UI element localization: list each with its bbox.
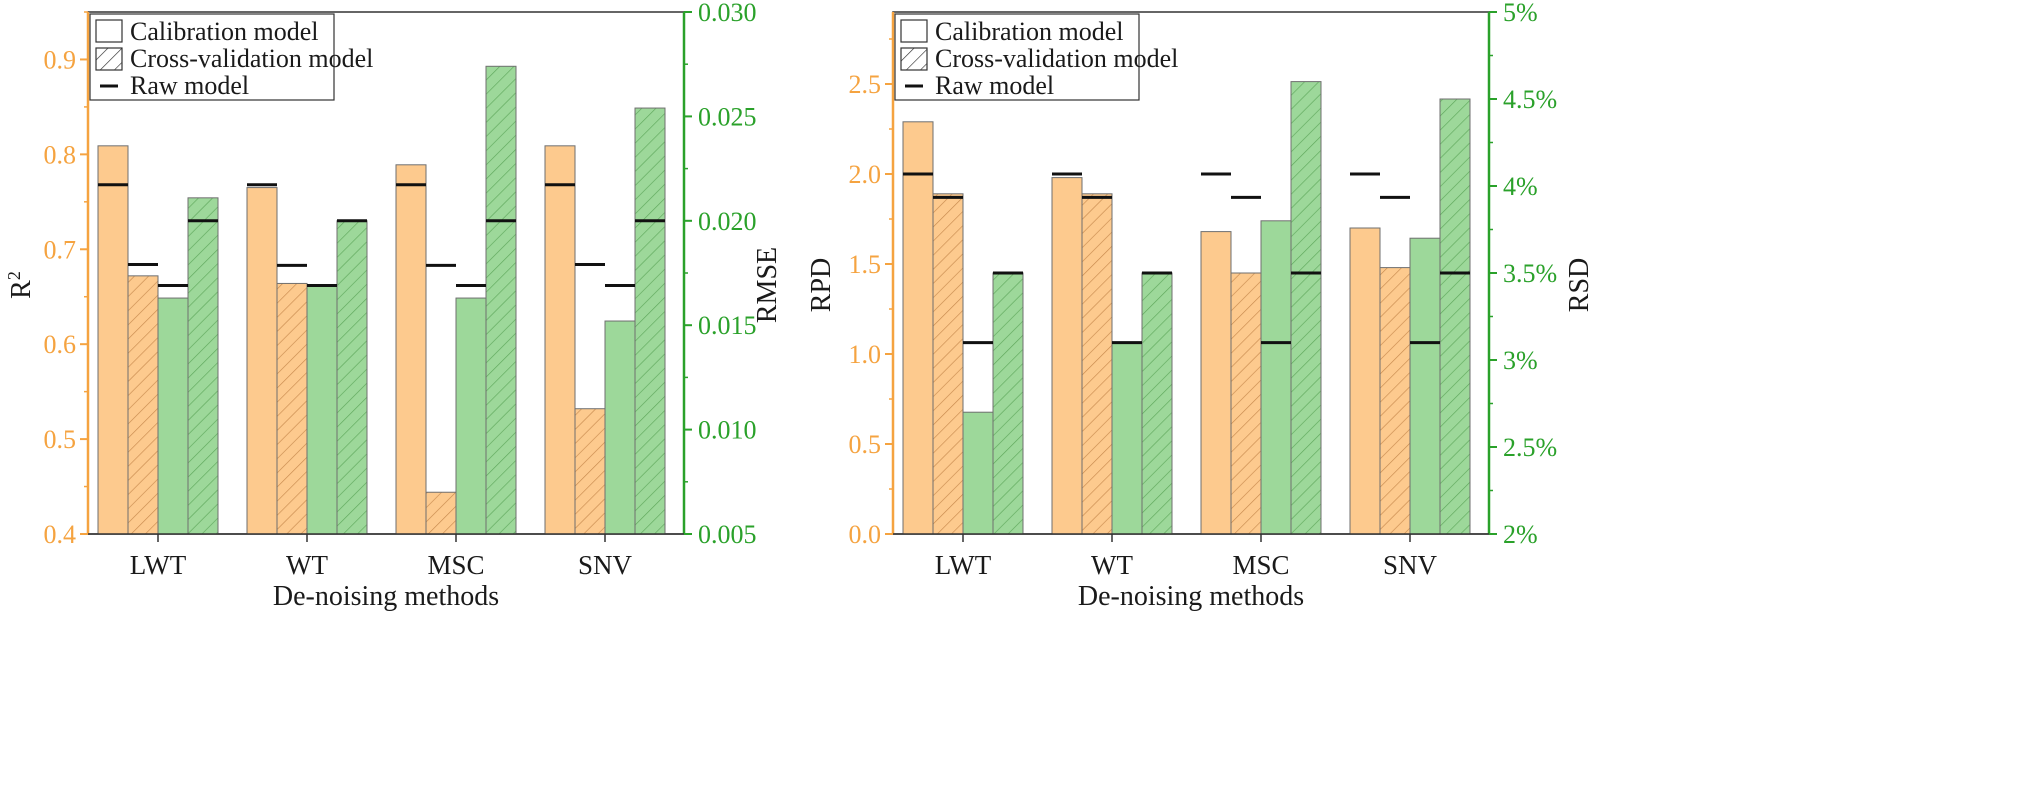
y-tick-label-right: 0.005	[698, 520, 757, 549]
bar-rsd-calibration-snv	[1409, 237, 1441, 535]
y-tick-label-right: 0.025	[698, 102, 757, 131]
legend-label-calibration: Calibration model	[935, 17, 1123, 46]
bar-rmse-cross-validation-lwt	[187, 197, 219, 535]
x-tick-label-snv: SNV	[1383, 550, 1438, 580]
raw-model-lines	[98, 183, 665, 288]
bar-rsd-cross-validation-lwt	[992, 272, 1024, 535]
bar-rmse-calibration-snv	[604, 320, 636, 535]
bar-rpd-calibration-wt	[1051, 177, 1083, 535]
bar-rmse-cross-validation-msc	[485, 65, 517, 535]
y-tick-label-left: 0.9	[44, 45, 77, 74]
bar-rsd-calibration-msc	[1260, 220, 1292, 535]
legend-swatch-cross-validation	[900, 47, 928, 71]
legend-box	[894, 13, 1140, 101]
y-axis-left-title: RPD	[806, 258, 837, 312]
bar-rsd-calibration-lwt	[962, 411, 994, 535]
chart-rpd-rsd: LWT WT MSC SNV 0.0 0.5 1.0 1.5 2.0 2.5 2% 2.5% 3% 3.5…	[806, 0, 1595, 612]
bar-rpd-calibration-lwt	[902, 121, 934, 535]
axes: LWT WT MSC SNV 0.0 0.5 1.0 1.5 2.0 2.5 2% 2.5% 3% 3.5…	[849, 0, 1558, 580]
legend-label-raw: Raw model	[130, 71, 249, 100]
y-tick-label-right: 2%	[1503, 520, 1538, 549]
bar-rsd-calibration-wt	[1111, 342, 1143, 535]
chart-r2-rmse: LWT WT MSC SNV 0.4 0.5 0.6 0.7 0.8 0.9 0.005 0.010 0…	[4, 0, 783, 612]
bar-rpd-cross-validation-lwt	[932, 193, 964, 535]
bar-rmse-cross-validation-wt	[336, 220, 368, 535]
raw-model-lines	[903, 172, 1470, 345]
x-tick-label-msc: MSC	[1232, 550, 1289, 580]
legend: Calibration model Cross-validation model…	[89, 13, 373, 101]
bar-rpd-calibration-snv	[1349, 227, 1381, 535]
bar-r2-cross-validation-lwt	[127, 275, 159, 535]
bar-rpd-cross-validation-snv	[1379, 267, 1411, 535]
bar-rmse-calibration-msc	[455, 297, 487, 535]
axes: LWT WT MSC SNV 0.4 0.5 0.6 0.7 0.8 0.9 0.005 0.010 0…	[44, 0, 757, 580]
bar-r2-cross-validation-snv	[574, 408, 606, 535]
bar-marks	[97, 65, 666, 535]
bar-rsd-cross-validation-wt	[1141, 272, 1173, 535]
y-tick-label-right: 2.5%	[1503, 433, 1557, 462]
y-tick-label-left: 1.0	[849, 340, 882, 369]
y-tick-label-left: 0.5	[44, 425, 77, 454]
bar-rsd-cross-validation-msc	[1290, 81, 1322, 535]
legend-label-cross-validation: Cross-validation model	[130, 44, 373, 73]
legend-label-calibration: Calibration model	[130, 17, 318, 46]
legend: Calibration model Cross-validation model…	[894, 13, 1178, 101]
y-tick-label-left: 0.5	[849, 430, 882, 459]
y-tick-label-left: 0.0	[849, 520, 882, 549]
bar-rmse-cross-validation-snv	[634, 107, 666, 535]
legend-box	[89, 13, 335, 101]
bar-rpd-cross-validation-msc	[1230, 272, 1262, 535]
bar-r2-calibration-wt	[246, 187, 278, 535]
y-axis-right-title: RMSE	[752, 247, 783, 323]
y-tick-label-left: 0.6	[44, 330, 77, 359]
legend-swatch-calibration	[95, 19, 123, 43]
y-tick-label-left: 1.5	[849, 250, 882, 279]
bar-rmse-calibration-wt	[306, 285, 338, 535]
y-tick-label-right: 3.5%	[1503, 259, 1557, 288]
legend-swatch-cross-validation	[95, 47, 123, 71]
y-tick-label-left: 0.7	[44, 235, 77, 264]
y-tick-label-right: 0.010	[698, 416, 757, 445]
bar-marks	[902, 81, 1471, 535]
x-axis-title: De-noising methods	[1078, 581, 1304, 612]
bar-r2-calibration-msc	[395, 164, 427, 535]
y-tick-label-left: 0.4	[44, 520, 77, 549]
legend-label-raw: Raw model	[935, 71, 1054, 100]
bar-r2-calibration-snv	[544, 145, 576, 535]
y-axis-right-title: RSD	[1564, 258, 1595, 312]
bar-r2-calibration-lwt	[97, 145, 129, 535]
bar-rsd-cross-validation-snv	[1439, 98, 1471, 535]
bar-rpd-cross-validation-wt	[1081, 193, 1113, 535]
x-tick-label-lwt: LWT	[130, 550, 187, 580]
y-tick-label-left: 0.8	[44, 140, 77, 169]
x-tick-label-snv: SNV	[578, 550, 633, 580]
y-tick-label-right: 3%	[1503, 346, 1538, 375]
y-tick-label-left: 2.5	[849, 70, 882, 99]
x-tick-label-wt: WT	[1091, 550, 1133, 580]
y-tick-label-right: 4%	[1503, 172, 1538, 201]
y-tick-label-left: 2.0	[849, 160, 882, 189]
bar-r2-cross-validation-msc	[425, 491, 457, 535]
bar-rpd-calibration-msc	[1200, 231, 1232, 535]
y-tick-label-right: 5%	[1503, 0, 1538, 27]
bar-r2-cross-validation-wt	[276, 282, 308, 535]
y-tick-label-right: 0.015	[698, 311, 757, 340]
y-tick-label-right: 0.030	[698, 0, 757, 27]
bar-rmse-calibration-lwt	[157, 297, 189, 535]
x-axis-title: De-noising methods	[273, 581, 499, 612]
x-tick-label-lwt: LWT	[935, 550, 992, 580]
x-tick-label-wt: WT	[286, 550, 328, 580]
y-tick-label-right: 4.5%	[1503, 85, 1557, 114]
x-tick-label-msc: MSC	[427, 550, 484, 580]
y-axis-left-title: R2	[4, 271, 37, 299]
legend-swatch-calibration	[900, 19, 928, 43]
y-tick-label-right: 0.020	[698, 207, 757, 236]
legend-label-cross-validation: Cross-validation model	[935, 44, 1178, 73]
